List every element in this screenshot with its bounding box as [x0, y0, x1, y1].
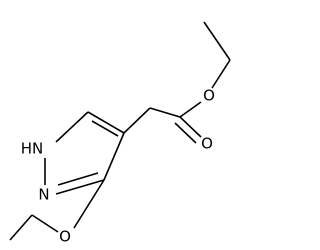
atom-label: HN	[21, 140, 44, 158]
bond	[9, 214, 33, 241]
bond	[91, 120, 119, 137]
bond	[73, 179, 105, 229]
bond	[174, 122, 197, 144]
bond	[203, 21, 231, 61]
bond	[211, 59, 231, 89]
bond	[123, 107, 151, 134]
bond	[55, 179, 105, 195]
bond	[87, 111, 125, 134]
bond	[55, 111, 89, 143]
bond	[179, 101, 202, 118]
bond	[57, 172, 99, 186]
bond	[149, 107, 181, 118]
bond	[103, 132, 125, 181]
atom-label: O	[201, 135, 213, 153]
structure: HN N O O O	[9, 21, 231, 246]
atom-label: O	[203, 87, 215, 105]
bond	[179, 116, 202, 138]
bonds	[9, 21, 231, 241]
bond	[31, 214, 59, 233]
atom-label: O	[59, 228, 71, 246]
atom-label: N	[38, 186, 49, 204]
